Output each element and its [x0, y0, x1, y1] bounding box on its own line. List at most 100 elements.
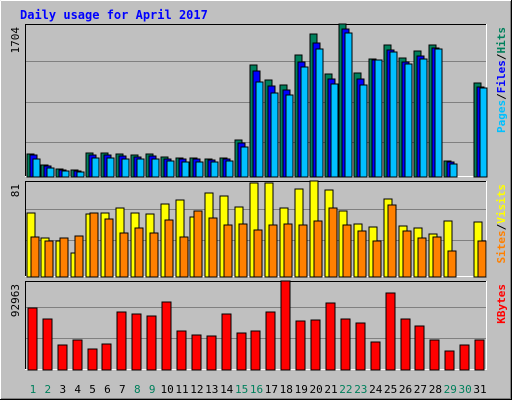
legend-visits: Visits	[495, 184, 508, 224]
bar-kbytes-day-27	[414, 325, 425, 371]
x-label-day-14: 14	[220, 383, 234, 396]
bar-kbytes-day-15	[236, 332, 247, 371]
x-label-day-18: 18	[280, 383, 293, 396]
bar-kbytes-day-22	[340, 318, 351, 371]
panel-3-legend: KBytes	[495, 284, 508, 324]
x-label-day-25: 25	[384, 383, 397, 396]
x-axis-labels: 1 2 3 4 5 6 7 8 9 10 11 12 13 14 15 16 17 18 19 20 21 22 23 24 2…	[30, 383, 487, 396]
bar-sites-day-25	[387, 204, 397, 278]
x-label-day-23: 23	[354, 383, 367, 396]
x-label-day-30: 30	[459, 383, 472, 396]
bar-sites-day-19	[298, 224, 308, 278]
x-label-day-4: 4	[74, 383, 81, 396]
bar-kbytes-day-24	[370, 341, 381, 371]
bar-kbytes-day-19	[295, 320, 306, 371]
x-label-day-20: 20	[309, 383, 322, 396]
x-label-day-27: 27	[414, 383, 427, 396]
bar-sites-day-13	[208, 217, 218, 278]
bar-pages-day-10	[166, 160, 175, 178]
bar-pages-day-25	[389, 51, 398, 178]
x-label-day-22: 22	[339, 383, 352, 396]
x-label-day-10: 10	[160, 383, 173, 396]
bar-sites-day-15	[238, 223, 248, 278]
bar-sites-day-14	[223, 224, 233, 278]
legend-sites: Sites	[495, 230, 508, 263]
series-sites	[30, 204, 487, 278]
bar-kbytes-day-6	[101, 343, 112, 371]
bar-sites-day-31	[477, 240, 487, 278]
bar-kbytes-day-20	[310, 319, 321, 371]
bar-pages-day-19	[300, 66, 309, 178]
x-label-day-11: 11	[175, 383, 188, 396]
bar-kbytes-day-26	[400, 318, 411, 371]
bar-kbytes-day-3	[57, 344, 68, 371]
bar-pages-day-27	[419, 58, 428, 178]
legend-files: Files	[495, 60, 508, 93]
bar-pages-day-16	[255, 81, 264, 178]
bar-pages-day-4	[76, 171, 85, 178]
bar-sites-day-2	[44, 240, 54, 278]
bar-sites-day-9	[149, 232, 159, 278]
bar-kbytes-day-31	[474, 339, 485, 371]
x-label-day-28: 28	[429, 383, 442, 396]
bar-kbytes-day-30	[459, 344, 470, 371]
bar-sites-day-24	[372, 240, 382, 278]
bar-pages-day-11	[181, 161, 190, 178]
bar-sites-day-5	[89, 212, 99, 278]
bar-pages-day-9	[151, 158, 160, 178]
bar-pages-day-7	[121, 158, 130, 178]
x-label-day-19: 19	[295, 383, 308, 396]
bar-kbytes-day-13	[206, 335, 217, 371]
bar-pages-day-24	[374, 59, 383, 178]
bar-pages-day-22	[344, 32, 353, 178]
bar-sites-day-23	[357, 230, 367, 278]
panel-3-max-label: 92963	[9, 284, 22, 317]
series-kbytes	[27, 280, 485, 371]
bar-kbytes-day-25	[385, 292, 396, 371]
bar-kbytes-day-18	[280, 280, 291, 371]
bar-sites-day-28	[432, 236, 442, 278]
bar-sites-day-3	[59, 237, 69, 278]
bar-sites-day-7	[119, 232, 129, 278]
bar-sites-day-4	[74, 235, 84, 278]
bar-pages-day-18	[285, 94, 294, 178]
bar-pages-day-23	[359, 84, 368, 178]
bar-kbytes-day-14	[221, 313, 232, 371]
bar-sites-day-10	[164, 219, 174, 278]
bar-sites-day-12	[193, 210, 203, 278]
bar-sites-day-1	[30, 236, 40, 278]
bar-sites-day-18	[283, 223, 293, 278]
bar-pages-day-6	[106, 157, 115, 178]
x-label-day-1: 1	[30, 383, 37, 396]
bar-pages-day-14	[225, 160, 234, 178]
bar-kbytes-day-17	[265, 311, 276, 371]
bar-kbytes-day-29	[444, 350, 455, 371]
bar-kbytes-day-9	[146, 315, 157, 371]
legend-kbytes: KBytes	[495, 284, 508, 324]
bar-pages-day-21	[330, 83, 339, 178]
x-label-day-12: 12	[190, 383, 203, 396]
bar-pages-day-28	[434, 48, 443, 178]
bar-kbytes-day-1	[27, 307, 38, 371]
x-label-day-5: 5	[89, 383, 96, 396]
x-label-day-8: 8	[134, 383, 141, 396]
bar-sites-day-6	[104, 218, 114, 278]
bar-kbytes-day-10	[161, 301, 172, 371]
x-label-day-7: 7	[119, 383, 126, 396]
bar-pages-day-8	[136, 158, 145, 178]
x-label-day-15: 15	[235, 383, 248, 396]
bar-kbytes-day-2	[42, 318, 53, 371]
bar-sites-day-22	[342, 224, 352, 278]
legend-pages: Pages	[495, 100, 508, 133]
bar-pages-day-1	[32, 158, 41, 178]
x-label-day-2: 2	[45, 383, 52, 396]
x-label-day-31: 31	[473, 383, 486, 396]
bar-pages-day-17	[270, 92, 279, 178]
bar-kbytes-day-8	[131, 313, 142, 371]
bar-kbytes-day-21	[325, 302, 336, 371]
bar-sites-day-17	[268, 224, 278, 278]
legend-separator: /	[495, 223, 508, 230]
